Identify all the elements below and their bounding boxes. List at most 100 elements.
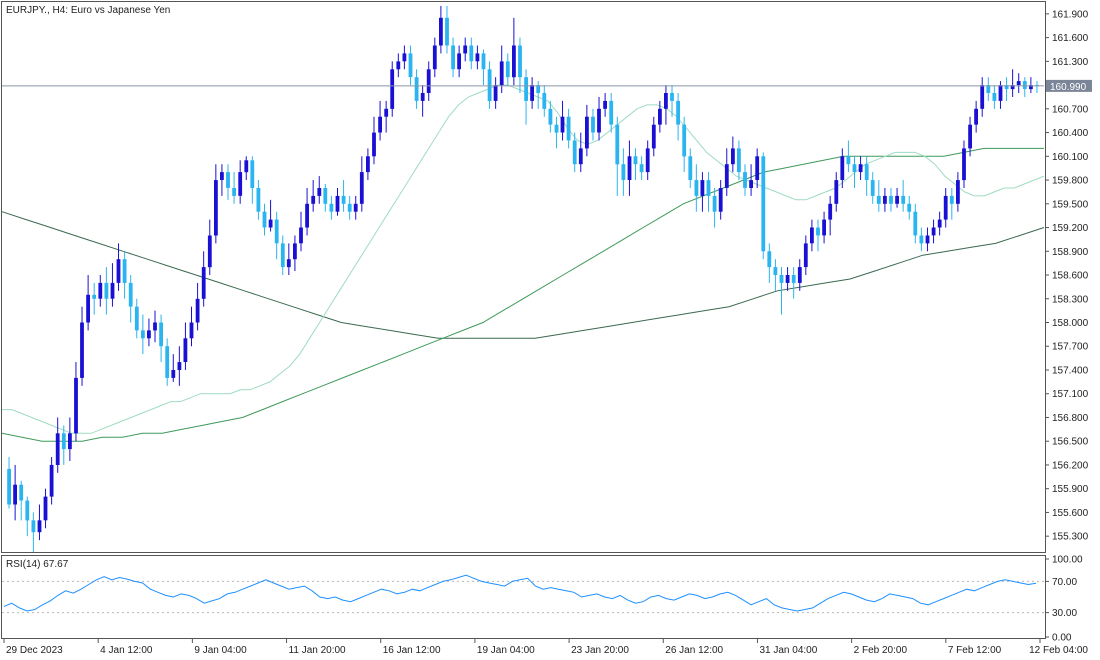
candle xyxy=(712,187,717,228)
candle xyxy=(560,100,565,141)
candle xyxy=(451,37,455,78)
candle xyxy=(475,45,480,70)
candle xyxy=(505,53,510,86)
candle xyxy=(439,5,443,54)
candle-body xyxy=(80,322,84,378)
candle xyxy=(238,160,243,204)
candle-body xyxy=(214,180,218,236)
candle-body xyxy=(536,85,541,93)
candle-body xyxy=(773,267,778,275)
candle-body xyxy=(7,468,11,505)
candle xyxy=(883,187,887,212)
candle xyxy=(870,172,875,204)
candle xyxy=(791,267,796,299)
candle-body xyxy=(883,195,887,204)
candle xyxy=(177,346,182,386)
candle-body xyxy=(499,61,504,86)
candle xyxy=(974,100,978,133)
candle-body xyxy=(609,100,614,125)
candle-body xyxy=(293,243,297,260)
candle xyxy=(426,61,431,101)
candle-body xyxy=(919,235,924,244)
price-tick-label: 158.300 xyxy=(1052,294,1089,305)
candle-body xyxy=(256,188,261,212)
candle xyxy=(554,116,559,149)
candle xyxy=(171,354,176,382)
candle xyxy=(68,417,72,461)
candle-body xyxy=(384,108,389,117)
candle xyxy=(773,259,778,291)
candle-body xyxy=(359,172,364,204)
candle-body xyxy=(566,116,571,141)
rsi-line xyxy=(3,574,1037,612)
candle-body xyxy=(627,156,632,180)
candle xyxy=(1022,77,1027,97)
candle-body xyxy=(104,282,109,299)
candle xyxy=(299,211,303,252)
candle-body xyxy=(244,160,249,173)
candle xyxy=(220,164,224,196)
moving-averages xyxy=(1,84,1045,442)
candle-body xyxy=(706,180,711,196)
candle xyxy=(700,172,705,212)
candle xyxy=(432,37,437,78)
candle-body xyxy=(335,195,340,212)
candle xyxy=(895,187,899,208)
candle-body xyxy=(280,243,285,268)
price-tick-label: 155.600 xyxy=(1052,508,1089,519)
candle xyxy=(43,488,48,529)
candle-body xyxy=(165,346,170,378)
time-axis: 29 Dec 2023 4 Jan 12:00 9 Jan 04:00 11 Jan … xyxy=(3,639,1088,656)
candle xyxy=(384,100,389,133)
candle-body xyxy=(615,124,620,165)
candle-body xyxy=(858,164,863,173)
candle xyxy=(810,219,814,252)
candle xyxy=(341,180,346,212)
candle-body xyxy=(816,227,820,236)
candle-body xyxy=(524,77,528,101)
current-price-label: 160.990 xyxy=(1050,82,1087,93)
candle xyxy=(159,314,163,363)
candle-body xyxy=(755,156,760,180)
candle-body xyxy=(895,195,899,204)
candle-body xyxy=(548,108,553,125)
candle-body xyxy=(554,124,559,133)
candle-body xyxy=(147,330,151,339)
candle-body xyxy=(682,124,687,157)
candle-body xyxy=(797,267,802,283)
rsi-tick-label: 100.00 xyxy=(1052,555,1083,566)
candle xyxy=(676,93,680,141)
candle xyxy=(244,156,249,181)
candle xyxy=(86,275,90,331)
candle xyxy=(658,100,662,133)
candle-body xyxy=(956,180,960,204)
candle-body xyxy=(761,156,766,252)
candle xyxy=(767,243,772,283)
rsi-tick-label: 30.00 xyxy=(1052,608,1077,619)
candle xyxy=(214,164,218,244)
candle xyxy=(615,116,620,196)
candle-body xyxy=(226,172,230,188)
time-tick-label: 11 Jan 20:00 xyxy=(289,645,347,656)
candle xyxy=(262,203,267,236)
candle xyxy=(621,148,626,196)
candle-body xyxy=(998,85,1003,101)
candle xyxy=(901,180,906,212)
candle-body xyxy=(743,172,747,188)
candle-body xyxy=(645,148,650,173)
candle-body xyxy=(937,219,942,228)
price-axis: 161.900 161.600 161.300 160.700 160.400 160.1… xyxy=(1045,9,1089,543)
candle xyxy=(609,93,614,133)
candle xyxy=(329,195,334,220)
candle-body xyxy=(122,259,127,283)
candle-body xyxy=(189,322,194,339)
current-price-line: 160.990 xyxy=(2,79,1092,93)
candle xyxy=(524,69,528,125)
price-tick-label: 159.800 xyxy=(1052,176,1089,187)
candle xyxy=(682,116,687,173)
candle xyxy=(694,164,699,212)
candle xyxy=(1029,77,1033,94)
candle xyxy=(846,140,851,173)
candle xyxy=(396,53,401,78)
